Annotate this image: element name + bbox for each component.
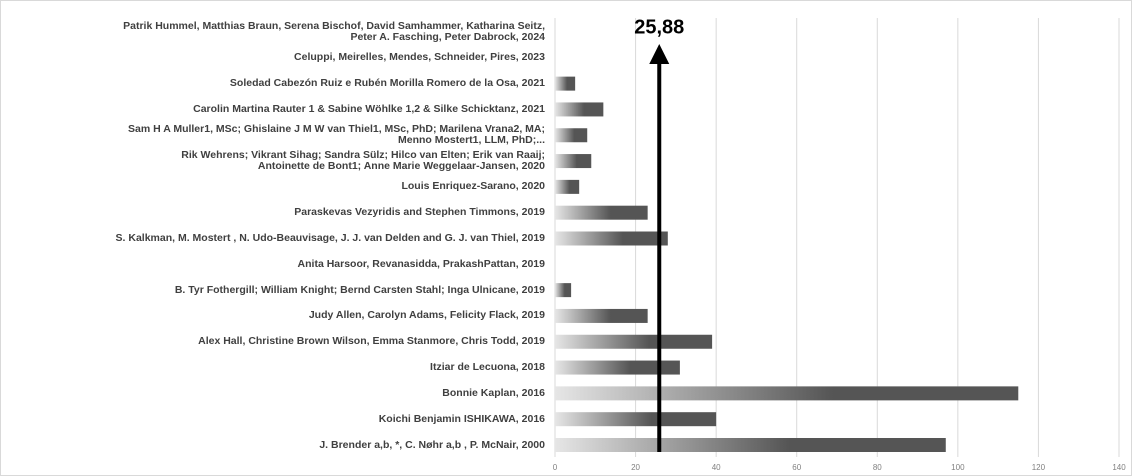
x-tick-label: 40	[712, 463, 721, 472]
bar	[555, 412, 717, 427]
reference-label: 25,88	[634, 16, 684, 38]
y-tick-label: Alex Hall, Christine Brown Wilson, Emma …	[198, 335, 545, 348]
bar	[555, 154, 592, 169]
y-tick-label: Anita Harsoor, Revanasidda, PrakashPatta…	[297, 257, 545, 270]
bar	[555, 128, 588, 143]
bar	[555, 205, 648, 220]
bar	[555, 102, 604, 117]
y-tick-label: Carolin Martina Rauter 1 & Sabine Wöhlke…	[193, 102, 545, 115]
y-tick-label: Paraskevas Vezyridis and Stephen Timmons…	[294, 206, 545, 219]
x-tick-label: 80	[873, 463, 882, 472]
y-tick-label: Soledad Cabezón Ruiz e Rubén Morilla Rom…	[229, 77, 545, 90]
y-tick-label: B. Tyr Fothergill; William Knight; Bernd…	[174, 283, 545, 296]
bar	[555, 308, 648, 323]
bar	[555, 438, 946, 452]
y-tick-label: Rik Wehrens; Vikrant Sihag; Sandra Sülz;…	[181, 149, 545, 173]
x-tick-label: 60	[792, 463, 801, 472]
y-tick-label: Louis Enriquez-Sarano, 2020	[401, 180, 545, 193]
bar	[555, 76, 576, 91]
x-tick-label: 20	[631, 463, 640, 472]
y-tick-label: J. Brender a,b, *, C. Nøhr a,b , P. McNa…	[319, 438, 545, 451]
y-tick-label: S. Kalkman, M. Mostert , N. Udo-Beauvisa…	[115, 232, 545, 244]
x-tick-label: 100	[951, 463, 965, 472]
y-tick-label: Judy Allen, Carolyn Adams, Felicity Flac…	[308, 309, 545, 322]
arrow-head	[649, 44, 670, 64]
x-tick-label: 120	[1032, 463, 1046, 472]
bar	[555, 179, 580, 194]
bar	[555, 231, 668, 246]
bar	[555, 283, 572, 298]
y-tick-label: Celuppi, Meirelles, Mendes, Schneider, P…	[294, 51, 545, 64]
x-tick-label: 140	[1112, 463, 1126, 472]
bar	[555, 360, 680, 375]
y-tick-label: Itziar de Lecuona, 2018	[430, 361, 545, 374]
x-tick-label: 0	[553, 463, 558, 472]
bar	[555, 334, 713, 349]
y-tick-label: Sam H A Muller1, MSc; Ghislaine J M W va…	[128, 123, 545, 147]
y-tick-label: Patrik Hummel, Matthias Braun, Serena Bi…	[123, 20, 545, 43]
bar	[555, 386, 1019, 401]
y-tick-label: Bonnie Kaplan, 2016	[442, 386, 545, 399]
y-tick-label: Koichi Benjamin ISHIKAWA, 2016	[378, 412, 545, 425]
